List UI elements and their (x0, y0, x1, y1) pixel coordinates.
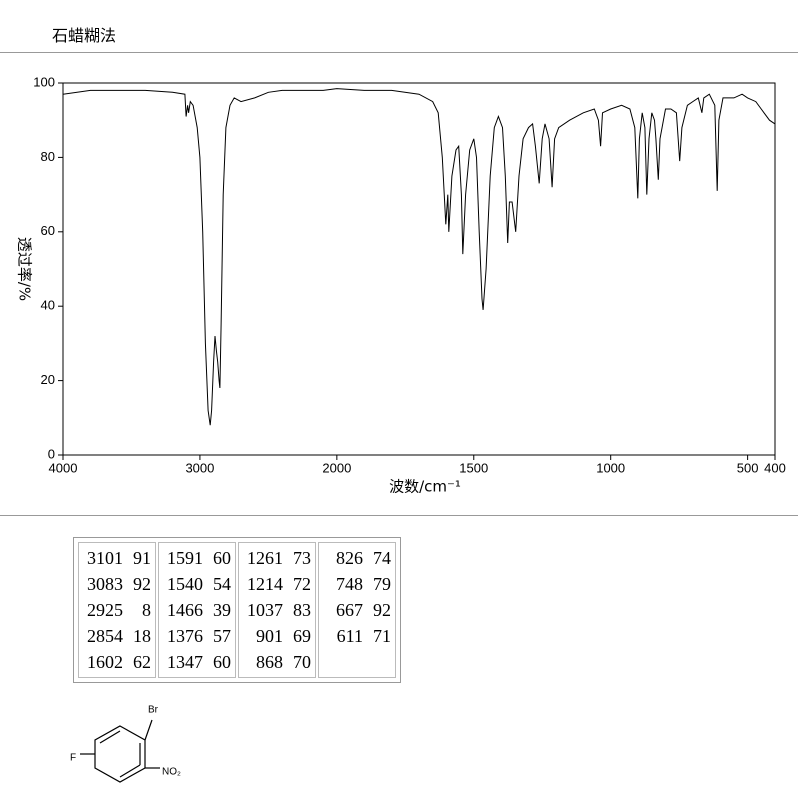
bond (144, 719, 153, 741)
transmittance: 69 (293, 626, 311, 646)
table-column: 826 74 748 79 667 92 611 71 (318, 542, 396, 678)
peak-table: 3101 91 3083 92 2925 8 2854 18 1602 62 1591 60 1540 5… (73, 537, 401, 683)
transmittance: 70 (293, 652, 311, 672)
table-row: 2854 18 (83, 623, 151, 649)
ring (94, 725, 146, 783)
wavenumber: 826 (336, 548, 363, 568)
x-tick-label: 400 (764, 460, 786, 475)
wavenumber: 868 (256, 652, 283, 672)
transmittance: 83 (293, 600, 311, 620)
table-row: 748 79 (323, 571, 391, 597)
chart: 波数/cm⁻¹ 透过率/% 0 20 40 60 80 100 4000 3000 2000 15… (16, 74, 786, 496)
structure: Br F NO₂ (70, 705, 181, 783)
wavenumber: 1214 (247, 574, 283, 594)
y-axis-label: 透过率/% (16, 237, 34, 301)
wavenumber: 1261 (247, 548, 283, 568)
table-row: 1037 83 (243, 597, 311, 623)
wavenumber: 2925 (87, 600, 123, 620)
table-row: 1214 72 (243, 571, 311, 597)
y-tick-label: 80 (41, 149, 55, 164)
wavenumber: 1466 (167, 600, 203, 620)
table-column: 1261 73 1214 72 1037 83 901 69 868 70 (238, 542, 316, 678)
plot-frame (62, 82, 776, 456)
table-row: 901 69 (243, 623, 311, 649)
x-tick-label: 1500 (459, 460, 488, 475)
table-row: 868 70 (243, 649, 311, 675)
y-tick-label: 20 (41, 372, 55, 387)
wavenumber: 667 (336, 600, 363, 620)
table-row: 826 74 (323, 545, 391, 571)
transmittance: 92 (133, 574, 151, 594)
transmittance: 57 (213, 626, 231, 646)
divider (0, 52, 798, 53)
atom-label: Br (148, 705, 159, 716)
table-row: 2925 8 (83, 597, 151, 623)
table-row: 3101 91 (83, 545, 151, 571)
transmittance: 72 (293, 574, 311, 594)
wavenumber: 3083 (87, 574, 123, 594)
bond (119, 764, 141, 778)
transmittance: 60 (213, 548, 231, 568)
wavenumber: 1540 (167, 574, 203, 594)
table-row: 1591 60 (163, 545, 231, 571)
table-row: 667 92 (323, 597, 391, 623)
transmittance: 39 (213, 600, 231, 620)
header-title: 石蜡糊法 (52, 26, 117, 45)
wavenumber: 3101 (87, 548, 123, 568)
divider (0, 515, 798, 516)
atom-label: F (70, 753, 76, 764)
table-row: 1376 57 (163, 623, 231, 649)
table-row: 1261 73 (243, 545, 311, 571)
atom-label: NO₂ (162, 767, 181, 778)
table-row: 611 71 (323, 623, 391, 649)
y-tick-label: 0 (48, 446, 55, 461)
table-row: 1466 39 (163, 597, 231, 623)
table-row: 1602 62 (83, 649, 151, 675)
wavenumber: 748 (336, 574, 363, 594)
table-column: 3101 91 3083 92 2925 8 2854 18 1602 62 (78, 542, 156, 678)
table-row: 1347 60 (163, 649, 231, 675)
transmittance: 92 (373, 600, 391, 620)
transmittance: 74 (373, 548, 391, 568)
x-tick-label: 3000 (185, 460, 214, 475)
x-tick-label: 1000 (596, 460, 625, 475)
wavenumber: 1602 (87, 652, 123, 672)
wavenumber: 2854 (87, 626, 123, 646)
y-tick-label: 60 (41, 223, 55, 238)
y-tick-label: 100 (33, 74, 55, 89)
wavenumber: 1376 (167, 626, 203, 646)
table-column: 1591 60 1540 54 1466 39 1376 57 1347 60 (158, 542, 236, 678)
wavenumber: 1591 (167, 548, 203, 568)
transmittance: 71 (373, 626, 391, 646)
transmittance: 91 (133, 548, 151, 568)
transmittance: 79 (373, 574, 391, 594)
transmittance: 54 (213, 574, 231, 594)
transmittance: 73 (293, 548, 311, 568)
x-tick-label: 4000 (49, 460, 78, 475)
bond (99, 730, 121, 744)
wavenumber: 901 (256, 626, 283, 646)
table-row: 1540 54 (163, 571, 231, 597)
table-row: 3083 92 (83, 571, 151, 597)
x-tick-label: 2000 (322, 460, 351, 475)
transmittance: 60 (213, 652, 231, 672)
wavenumber: 1037 (247, 600, 283, 620)
y-tick-label: 40 (41, 298, 55, 313)
transmittance: 62 (133, 652, 151, 672)
x-tick-label: 500 (737, 460, 759, 475)
x-axis-label: 波数/cm⁻¹ (389, 478, 461, 496)
transmittance: 8 (142, 600, 151, 620)
wavenumber: 611 (336, 626, 363, 646)
transmittance: 18 (133, 626, 151, 646)
spectrum-line (62, 88, 776, 426)
wavenumber: 1347 (167, 652, 203, 672)
